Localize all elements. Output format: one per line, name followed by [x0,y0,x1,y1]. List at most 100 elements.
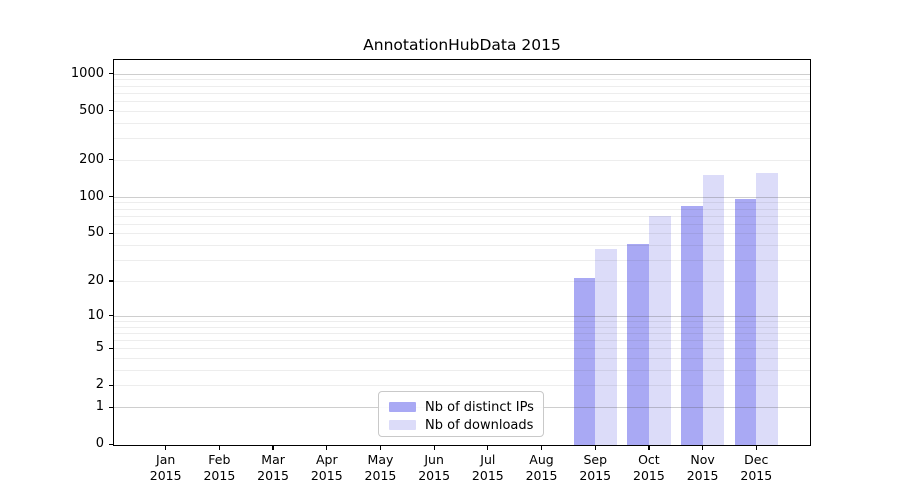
x-label-year: 2015 [149,467,182,483]
y-axis-tick-label-50: 50 [87,225,104,241]
x-axis-tick-nov [701,446,704,450]
x-axis-tick-label-oct: Oct 2015 [617,452,681,483]
minor-gridline-8 [114,326,810,328]
y-axis-tick-label-1000: 1000 [70,65,104,81]
bar-nov-downloads [702,174,725,445]
major-gridline-1000 [114,73,810,75]
y-axis-tick-1000 [109,72,114,75]
y-axis-tick-label-0: 0 [95,436,104,452]
x-axis-tick-oct [648,446,650,450]
minor-gridline-40 [114,245,810,247]
x-axis-tick-label-nov: Nov 2015 [671,452,735,483]
x-axis-tick-feb [218,446,221,450]
minor-gridline-30 [114,260,810,262]
x-label-month: Nov [690,452,715,467]
minor-gridline-90 [114,202,810,204]
y-axis-tick-1 [109,406,114,408]
minor-gridline-5 [114,348,810,350]
minor-gridline-500 [114,110,810,112]
x-label-month: Dec [744,452,769,467]
x-axis-tick-jan [165,446,167,450]
minor-gridline-9 [114,320,810,322]
x-label-year: 2015 [579,467,612,483]
x-label-month: May [367,452,394,467]
x-axis-tick-label-mar: Mar 2015 [241,452,305,483]
legend-label-downloads: Nb of downloads [425,417,534,433]
minor-gridline-60 [114,223,810,225]
x-label-month: Jul [480,452,496,467]
chart-title: AnnotationHubData 2015 [363,36,561,54]
x-label-month: Mar [261,452,285,467]
minor-gridline-2 [114,385,810,387]
x-label-month: Aug [529,452,554,467]
minor-gridline-3 [114,370,810,371]
bar-oct-ips [627,243,649,445]
x-axis-tick-label-jan: Jan 2015 [134,452,198,483]
x-label-month: Apr [315,452,338,467]
minor-gridline-800 [114,85,810,87]
legend-label-distinct-ips: Nb of distinct IPs [425,399,534,415]
x-axis-tick-jun [433,446,435,450]
x-axis-tick-label-jun: Jun 2015 [402,452,466,483]
major-gridline-10 [114,315,810,317]
x-axis-tick-sep [594,446,596,450]
legend: Nb of distinct IPs Nb of downloads [378,391,544,437]
y-axis-tick-500 [109,110,114,112]
x-axis-tick-label-may: May 2015 [348,452,412,483]
x-label-year: 2015 [364,467,397,483]
y-axis-tick-label-100: 100 [79,188,104,204]
y-axis-tick-label-5: 5 [95,340,104,356]
minor-gridline-80 [114,208,810,210]
y-axis-tick-10 [109,315,114,317]
x-label-year: 2015 [633,467,665,483]
x-axis-tick-label-feb: Feb 2015 [187,452,251,483]
legend-item-downloads: Nb of downloads [389,417,543,433]
x-axis-tick-jul [487,446,489,450]
x-axis-tick-aug [540,446,543,450]
y-axis-tick-label-500: 500 [79,102,104,118]
bar-dec-ips [734,199,757,445]
y-axis-tick-200 [109,159,114,161]
x-label-month: Oct [638,452,660,467]
bar-nov-ips [680,205,703,445]
minor-gridline-7 [114,332,810,334]
x-label-year: 2015 [686,467,719,483]
y-axis-tick-2 [109,384,114,387]
x-axis-tick-may [379,446,382,450]
x-label-year: 2015 [203,467,236,483]
y-axis-tick-label-2: 2 [95,377,104,393]
minor-gridline-50 [114,233,810,235]
x-axis-tick-dec [755,446,757,450]
bar-oct-downloads [648,215,671,445]
x-axis-tick-label-dec: Dec 2015 [724,452,788,483]
x-label-month: Jun [424,452,444,467]
bar-sep-downloads [595,249,617,445]
minor-gridline-4 [114,358,810,359]
x-axis-tick-label-sep: Sep 2015 [563,452,627,483]
x-label-year: 2015 [418,467,451,483]
x-axis-tick-label-jul: Jul 2015 [456,452,520,483]
x-label-year: 2015 [525,467,558,483]
y-axis-tick-20 [109,280,114,282]
x-label-year: 2015 [740,467,773,483]
x-label-month: Feb [208,452,231,467]
plot-area [114,60,810,445]
minor-gridline-400 [114,122,810,124]
y-axis-tick-5 [109,347,114,349]
y-axis-tick-label-1: 1 [95,399,104,415]
x-label-year: 2015 [310,467,343,483]
minor-gridline-70 [114,215,810,217]
minor-gridline-300 [114,138,810,139]
minor-gridline-600 [114,100,810,102]
x-axis-tick-mar [272,446,274,450]
x-label-month: Sep [583,452,607,467]
minor-gridline-200 [114,159,810,161]
y-axis-tick-0 [109,443,114,446]
minor-gridline-6 [114,339,810,341]
x-axis-tick-label-apr: Apr 2015 [295,452,359,483]
x-label-year: 2015 [257,467,289,483]
legend-item-distinct-ips: Nb of distinct IPs [389,399,543,415]
minor-gridline-900 [114,79,810,81]
y-axis-tick-label-10: 10 [87,307,104,323]
